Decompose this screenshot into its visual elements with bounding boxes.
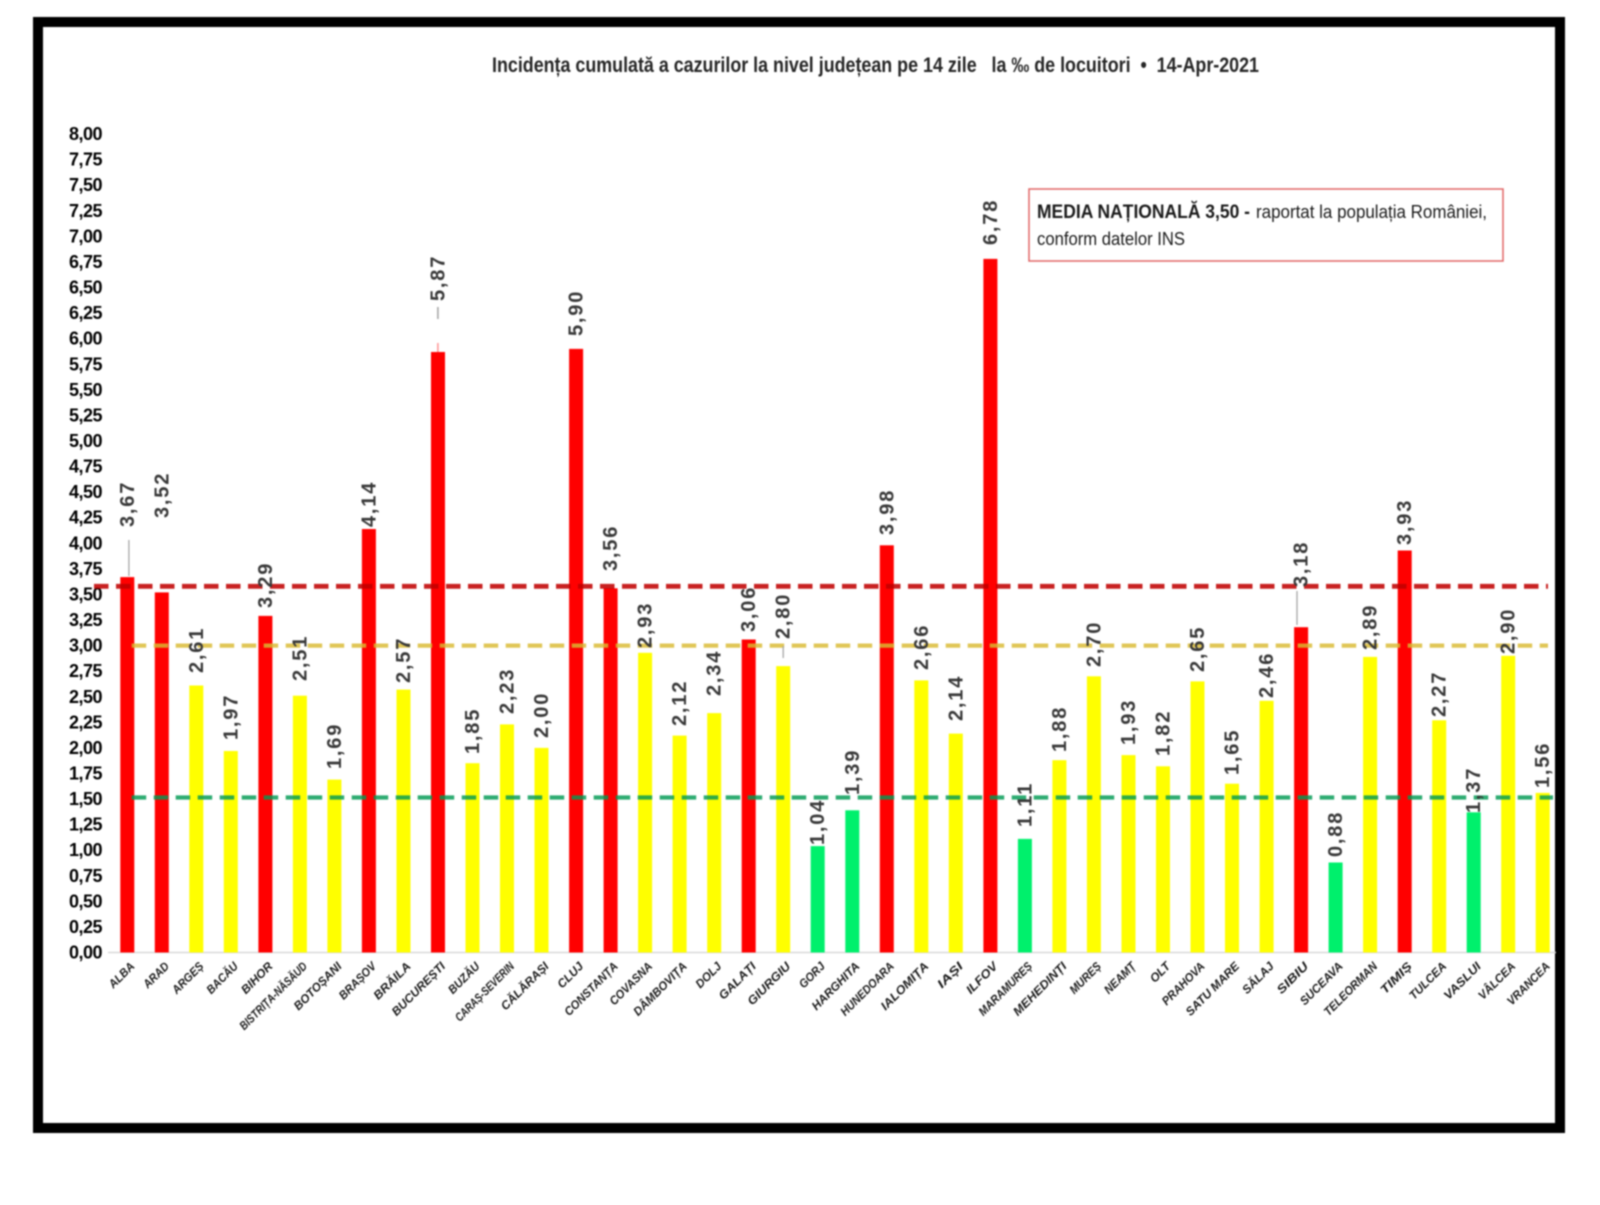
svg-text:3,75: 3,75: [69, 559, 103, 579]
svg-text:5,25: 5,25: [69, 405, 103, 425]
svg-text:1,25: 1,25: [69, 815, 103, 835]
svg-text:2,93: 2,93: [635, 602, 657, 648]
svg-text:4,25: 4,25: [69, 508, 103, 528]
svg-text:2,80: 2,80: [773, 593, 795, 639]
svg-text:7,25: 7,25: [69, 201, 103, 221]
svg-text:0,00: 0,00: [69, 943, 103, 963]
svg-text:2,25: 2,25: [69, 712, 103, 732]
svg-text:2,14: 2,14: [945, 675, 967, 721]
svg-text:5,87: 5,87: [428, 255, 450, 301]
svg-text:2,51: 2,51: [289, 635, 311, 681]
svg-text:1,75: 1,75: [69, 764, 103, 784]
svg-text:3,18: 3,18: [1291, 541, 1313, 587]
svg-text:1,69: 1,69: [324, 723, 346, 769]
svg-text:1,04: 1,04: [807, 799, 829, 845]
svg-text:2,12: 2,12: [669, 680, 691, 726]
svg-text:5,90: 5,90: [566, 290, 588, 336]
svg-text:3,29: 3,29: [255, 562, 277, 608]
svg-text:2,57: 2,57: [393, 637, 415, 683]
svg-text:3,98: 3,98: [876, 489, 898, 535]
svg-text:3,67: 3,67: [117, 481, 139, 527]
svg-text:3,06: 3,06: [738, 586, 760, 632]
svg-text:5,75: 5,75: [69, 354, 103, 374]
svg-text:6,50: 6,50: [69, 278, 103, 298]
svg-text:7,00: 7,00: [69, 226, 103, 246]
svg-text:1,65: 1,65: [1222, 729, 1244, 775]
svg-text:2,66: 2,66: [911, 624, 933, 670]
svg-text:conform datelor INS: conform datelor INS: [1037, 229, 1185, 249]
svg-text:3,93: 3,93: [1394, 499, 1416, 545]
svg-text:1,82: 1,82: [1153, 710, 1175, 756]
svg-text:1,97: 1,97: [220, 694, 242, 740]
svg-text:2,23: 2,23: [497, 668, 519, 714]
svg-text:7,50: 7,50: [69, 175, 103, 195]
svg-text:2,90: 2,90: [1498, 608, 1520, 654]
svg-text:0,88: 0,88: [1325, 811, 1347, 857]
svg-text:6,78: 6,78: [980, 199, 1002, 245]
svg-text:1,00: 1,00: [69, 840, 103, 860]
svg-text:5,00: 5,00: [69, 431, 103, 451]
svg-text:6,00: 6,00: [69, 329, 103, 349]
svg-text:3,50: 3,50: [69, 585, 103, 605]
svg-text:4,50: 4,50: [69, 482, 103, 502]
svg-text:7,75: 7,75: [69, 150, 103, 170]
svg-text:2,27: 2,27: [1429, 671, 1451, 717]
svg-text:6,75: 6,75: [69, 252, 103, 272]
svg-text:1,11: 1,11: [1014, 782, 1036, 827]
svg-text:2,61: 2,61: [186, 627, 208, 673]
svg-text:0,25: 0,25: [69, 917, 103, 937]
svg-text:4,00: 4,00: [69, 533, 103, 553]
svg-text:2,34: 2,34: [704, 650, 726, 696]
svg-text:6,25: 6,25: [69, 303, 103, 323]
svg-text:1,56: 1,56: [1532, 742, 1554, 788]
svg-text:MEDIA NAȚIONALĂ 3,50 -: MEDIA NAȚIONALĂ 3,50 -: [1037, 200, 1250, 223]
svg-text:1,88: 1,88: [1049, 706, 1071, 752]
svg-text:8,00: 8,00: [69, 124, 103, 144]
svg-text:1,39: 1,39: [842, 749, 864, 795]
svg-text:5,50: 5,50: [69, 380, 103, 400]
svg-text:Incidența cumulată a cazurilor: Incidența cumulată a cazurilor la nivel …: [492, 54, 1259, 77]
svg-text:3,56: 3,56: [600, 525, 622, 571]
svg-text:raportat la populația României: raportat la populația României,: [1256, 202, 1487, 222]
svg-text:1,93: 1,93: [1118, 699, 1140, 745]
svg-text:0,50: 0,50: [69, 891, 103, 911]
svg-text:2,00: 2,00: [69, 738, 103, 758]
svg-text:2,89: 2,89: [1360, 604, 1382, 650]
svg-text:0,75: 0,75: [69, 866, 103, 886]
svg-text:2,70: 2,70: [1083, 621, 1105, 667]
svg-text:3,00: 3,00: [69, 636, 103, 656]
svg-text:4,75: 4,75: [69, 457, 103, 477]
svg-text:2,00: 2,00: [531, 692, 553, 738]
svg-text:2,75: 2,75: [69, 661, 103, 681]
svg-text:1,37: 1,37: [1463, 767, 1485, 813]
svg-text:2,65: 2,65: [1187, 626, 1209, 672]
svg-text:3,25: 3,25: [69, 610, 103, 630]
svg-text:1,85: 1,85: [462, 708, 484, 754]
svg-text:4,14: 4,14: [358, 481, 380, 527]
svg-text:3,52: 3,52: [151, 472, 173, 518]
svg-text:2,46: 2,46: [1256, 652, 1278, 698]
svg-text:2,50: 2,50: [69, 687, 103, 707]
svg-text:1,50: 1,50: [69, 789, 103, 809]
